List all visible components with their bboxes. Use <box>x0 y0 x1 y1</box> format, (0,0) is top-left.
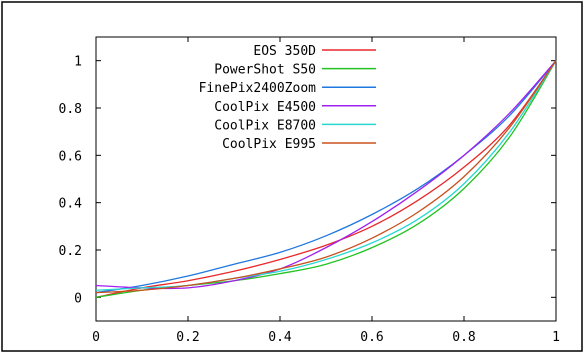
y-axis: 0 0.2 0.4 0.6 0.8 1 <box>59 55 556 306</box>
x-tick-label: 0.4 <box>268 330 292 345</box>
series-line-coolpix-e995 <box>95 60 557 294</box>
legend-label: CoolPix E8700 <box>214 118 316 133</box>
legend-label: CoolPix E4500 <box>214 100 316 115</box>
x-tick-label: 0.6 <box>360 330 383 345</box>
y-tick-label: 0 <box>74 291 82 306</box>
legend-label: PowerShot S50 <box>214 63 316 78</box>
x-tick-label: 0 <box>92 330 100 345</box>
legend-label: EOS 350D <box>253 44 316 59</box>
y-tick-label: 0.2 <box>59 244 82 259</box>
y-tick-label: 0.6 <box>59 149 82 164</box>
series-line-eos-350d <box>95 60 557 298</box>
plot-area <box>95 36 557 322</box>
series-line-coolpix-e8700 <box>95 60 557 291</box>
y-tick-label: 0.8 <box>59 102 82 117</box>
x-tick-label: 0.2 <box>176 330 199 345</box>
x-axis: 0 0.2 0.4 0.6 0.8 1 <box>92 37 560 345</box>
series-line-finepix2400zoom <box>95 60 557 294</box>
x-tick-label: 0.8 <box>452 330 475 345</box>
y-tick-label: 1 <box>74 55 82 70</box>
x-tick-label: 1 <box>552 330 560 345</box>
series-line-coolpix-e4500 <box>95 60 557 290</box>
legend-label: FinePix2400Zoom <box>199 81 317 96</box>
series-group <box>95 60 557 298</box>
series-line-powershot-s50 <box>95 60 557 298</box>
legend-label: CoolPix E995 <box>222 137 316 152</box>
y-tick-label: 0.4 <box>59 197 83 212</box>
legend: EOS 350D PowerShot S50 FinePix2400Zoom Cool… <box>199 44 376 152</box>
